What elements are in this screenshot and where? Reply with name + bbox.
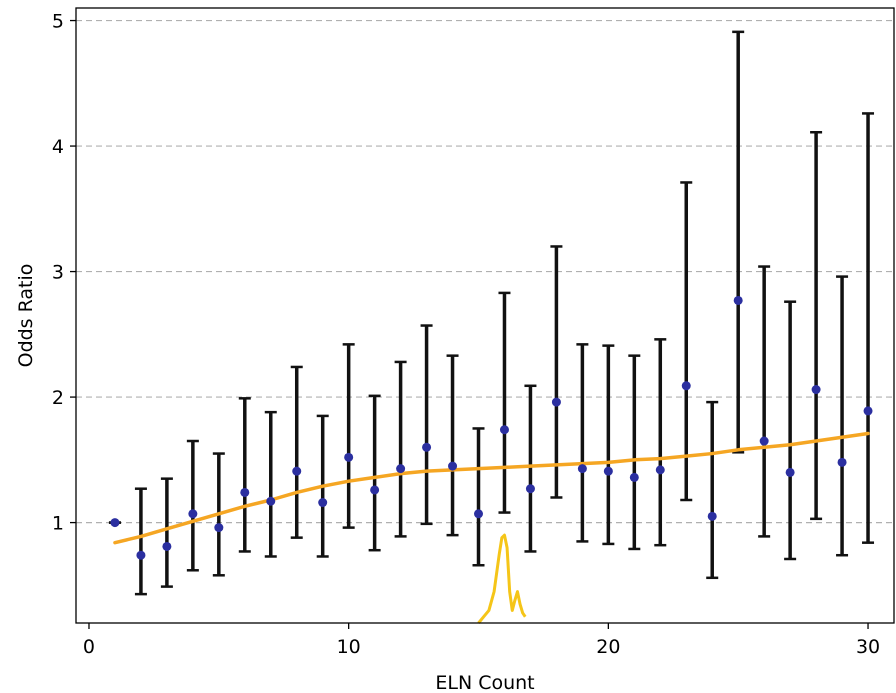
data-point <box>733 295 743 305</box>
density-line <box>477 533 527 624</box>
data-point <box>162 541 172 551</box>
y-tick-label: 1 <box>52 513 64 535</box>
data-point <box>655 465 665 475</box>
data-point <box>577 464 587 474</box>
density-curve <box>477 533 527 624</box>
y-axis-label: Odds Ratio <box>15 264 37 368</box>
data-point <box>707 511 717 521</box>
data-point <box>292 466 302 476</box>
data-point <box>136 550 146 560</box>
gridlines <box>76 19 894 524</box>
trend-curve <box>113 431 870 545</box>
data-point <box>266 496 276 506</box>
data-points <box>110 295 873 560</box>
y-axis-ticks: 1 2 3 4 5 <box>52 11 76 535</box>
data-point <box>863 406 873 416</box>
data-point <box>422 442 432 452</box>
x-tick-label: 30 <box>856 636 880 658</box>
data-point <box>811 385 821 395</box>
data-point <box>214 523 224 533</box>
data-point <box>551 397 561 407</box>
data-point <box>759 436 769 446</box>
plot-frame <box>75 7 895 624</box>
data-point <box>240 487 250 497</box>
data-point <box>837 457 847 467</box>
data-point <box>525 484 535 494</box>
x-axis-ticks: 0 10 20 30 <box>83 623 880 658</box>
data-point <box>681 381 691 391</box>
data-point <box>370 485 380 495</box>
data-point <box>785 467 795 477</box>
y-tick-label: 2 <box>52 387 64 409</box>
data-point <box>448 461 458 471</box>
x-tick-label: 0 <box>83 636 95 658</box>
x-tick-label: 10 <box>337 636 361 658</box>
x-axis-label: ELN Count <box>435 672 534 693</box>
y-tick-label: 5 <box>52 11 64 33</box>
data-point <box>474 509 484 519</box>
data-point <box>499 425 509 435</box>
data-point <box>188 509 198 519</box>
data-point <box>344 452 354 462</box>
trend-line <box>113 431 870 545</box>
error-bars <box>108 30 875 596</box>
data-point <box>629 472 639 482</box>
data-point <box>318 498 328 508</box>
data-point <box>603 466 613 476</box>
data-point <box>396 464 406 474</box>
data-point <box>110 518 120 528</box>
y-tick-label: 3 <box>52 262 64 284</box>
y-tick-label: 4 <box>52 136 64 158</box>
x-tick-label: 20 <box>596 636 620 658</box>
